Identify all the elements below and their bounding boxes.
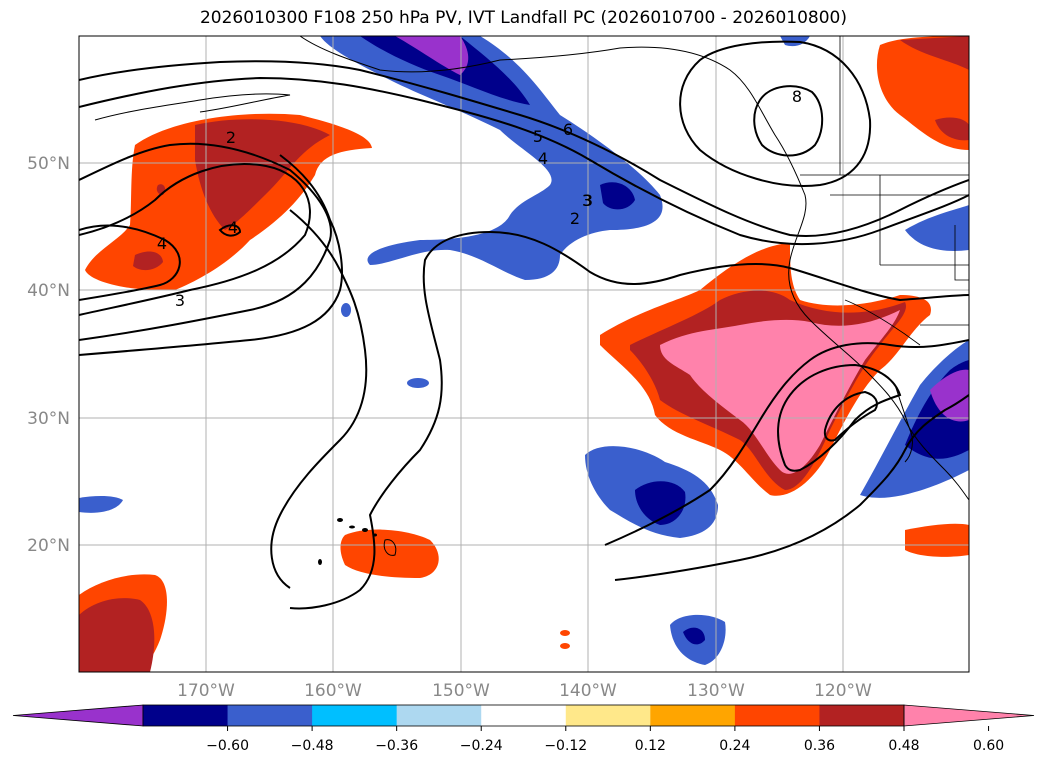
colorbar-frame bbox=[142, 704, 905, 727]
colorbar-extend-high bbox=[903, 704, 1035, 727]
colorbar-tick-label: 0.60 bbox=[973, 738, 1004, 754]
warm-anomaly-core bbox=[79, 598, 155, 672]
lat-label: 30°N bbox=[27, 409, 70, 429]
colorbar-tick-label: −0.48 bbox=[291, 738, 334, 754]
colorbar-tick-label: −0.60 bbox=[206, 738, 249, 754]
colorbar-segment bbox=[734, 705, 820, 726]
contour-label: 4 bbox=[228, 218, 238, 237]
lon-label: 150°W bbox=[432, 681, 490, 701]
warm-anomaly-core bbox=[133, 251, 163, 271]
lon-label: 140°W bbox=[559, 681, 617, 701]
map-frame bbox=[78, 35, 970, 673]
cold-anomaly-region bbox=[905, 205, 969, 251]
colorbar-tick-label: −0.12 bbox=[544, 738, 587, 754]
colorbar-segment bbox=[481, 705, 567, 726]
warm-anomaly-speck bbox=[560, 643, 570, 649]
contour-label: 6 bbox=[563, 120, 573, 139]
contour-label: 5 bbox=[533, 127, 543, 146]
lat-label: 50°N bbox=[27, 154, 70, 174]
warm-anomaly-core bbox=[900, 36, 969, 70]
cold-anomaly-region bbox=[320, 36, 663, 280]
cold-anomaly-speck bbox=[341, 303, 351, 317]
contour-label: 3 bbox=[175, 291, 185, 310]
contour-labels: 2 4 4 3 3 6 5 4 3 2 8 bbox=[157, 87, 802, 310]
latitude-labels: 50°N 40°N 30°N 20°N bbox=[27, 154, 70, 556]
contour-label: 2 bbox=[570, 209, 580, 228]
negative-anomaly-shading bbox=[79, 36, 969, 665]
colorbar-extend-low bbox=[12, 704, 144, 727]
colorbar-segment bbox=[565, 705, 651, 726]
lon-label: 160°W bbox=[304, 681, 362, 701]
longitude-labels: 170°W 160°W 150°W 140°W 130°W 120°W bbox=[177, 681, 872, 701]
cold-anomaly-speck bbox=[79, 495, 123, 513]
colorbar-tick-label: 0.48 bbox=[888, 738, 919, 754]
cold-anomaly-core bbox=[600, 182, 635, 210]
colorbar-tick-label: 0.24 bbox=[719, 738, 750, 754]
colorbar-segment bbox=[650, 705, 736, 726]
warm-anomaly-region bbox=[905, 523, 969, 557]
very-cold-anomaly bbox=[395, 36, 469, 75]
very-cold-anomaly bbox=[930, 369, 969, 422]
lat-lon-grid bbox=[79, 36, 969, 672]
lon-label: 130°W bbox=[687, 681, 745, 701]
colorbar-tick-label: 0.12 bbox=[635, 738, 666, 754]
pv-contours bbox=[79, 40, 969, 610]
contour-label: 4 bbox=[538, 149, 548, 168]
contour-label: 8 bbox=[792, 87, 802, 106]
map-title: 2026010300 F108 250 hPa PV, IVT Landfall… bbox=[199, 8, 847, 28]
hawaii-islands bbox=[318, 518, 397, 565]
warm-anomaly-core bbox=[935, 117, 969, 141]
cold-anomaly-core bbox=[683, 627, 705, 645]
colorbar-segment bbox=[143, 705, 229, 726]
contour-label: 3 bbox=[583, 191, 593, 210]
warm-anomaly-speck bbox=[560, 630, 570, 636]
lat-label: 20°N bbox=[27, 536, 70, 556]
lon-label: 120°W bbox=[814, 681, 872, 701]
colorbar-tick-label: −0.24 bbox=[460, 738, 503, 754]
colorbar-tick-label: 0.36 bbox=[804, 738, 835, 754]
colorbar-segment bbox=[819, 705, 905, 726]
positive-anomaly-shading bbox=[79, 36, 969, 672]
colorbar-segment bbox=[396, 705, 482, 726]
colorbar-tick-label: −0.36 bbox=[375, 738, 418, 754]
contour-label: 3 bbox=[582, 191, 592, 210]
contour-label: 2 bbox=[226, 128, 236, 147]
cold-anomaly-speck bbox=[407, 378, 429, 388]
cold-anomaly-core bbox=[635, 481, 686, 525]
colorbar: −0.60 −0.48 −0.36 −0.24 −0.12 0.12 0.24 0.36 0.4… bbox=[12, 704, 1035, 754]
warm-anomaly-region bbox=[340, 529, 439, 578]
colorbar-segment bbox=[312, 705, 398, 726]
lon-label: 170°W bbox=[177, 681, 235, 701]
map-content: 2 4 4 3 3 6 5 4 3 2 8 bbox=[79, 36, 969, 672]
colorbar-segment bbox=[227, 705, 313, 726]
contour-label: 4 bbox=[157, 234, 167, 253]
lat-label: 40°N bbox=[27, 281, 70, 301]
